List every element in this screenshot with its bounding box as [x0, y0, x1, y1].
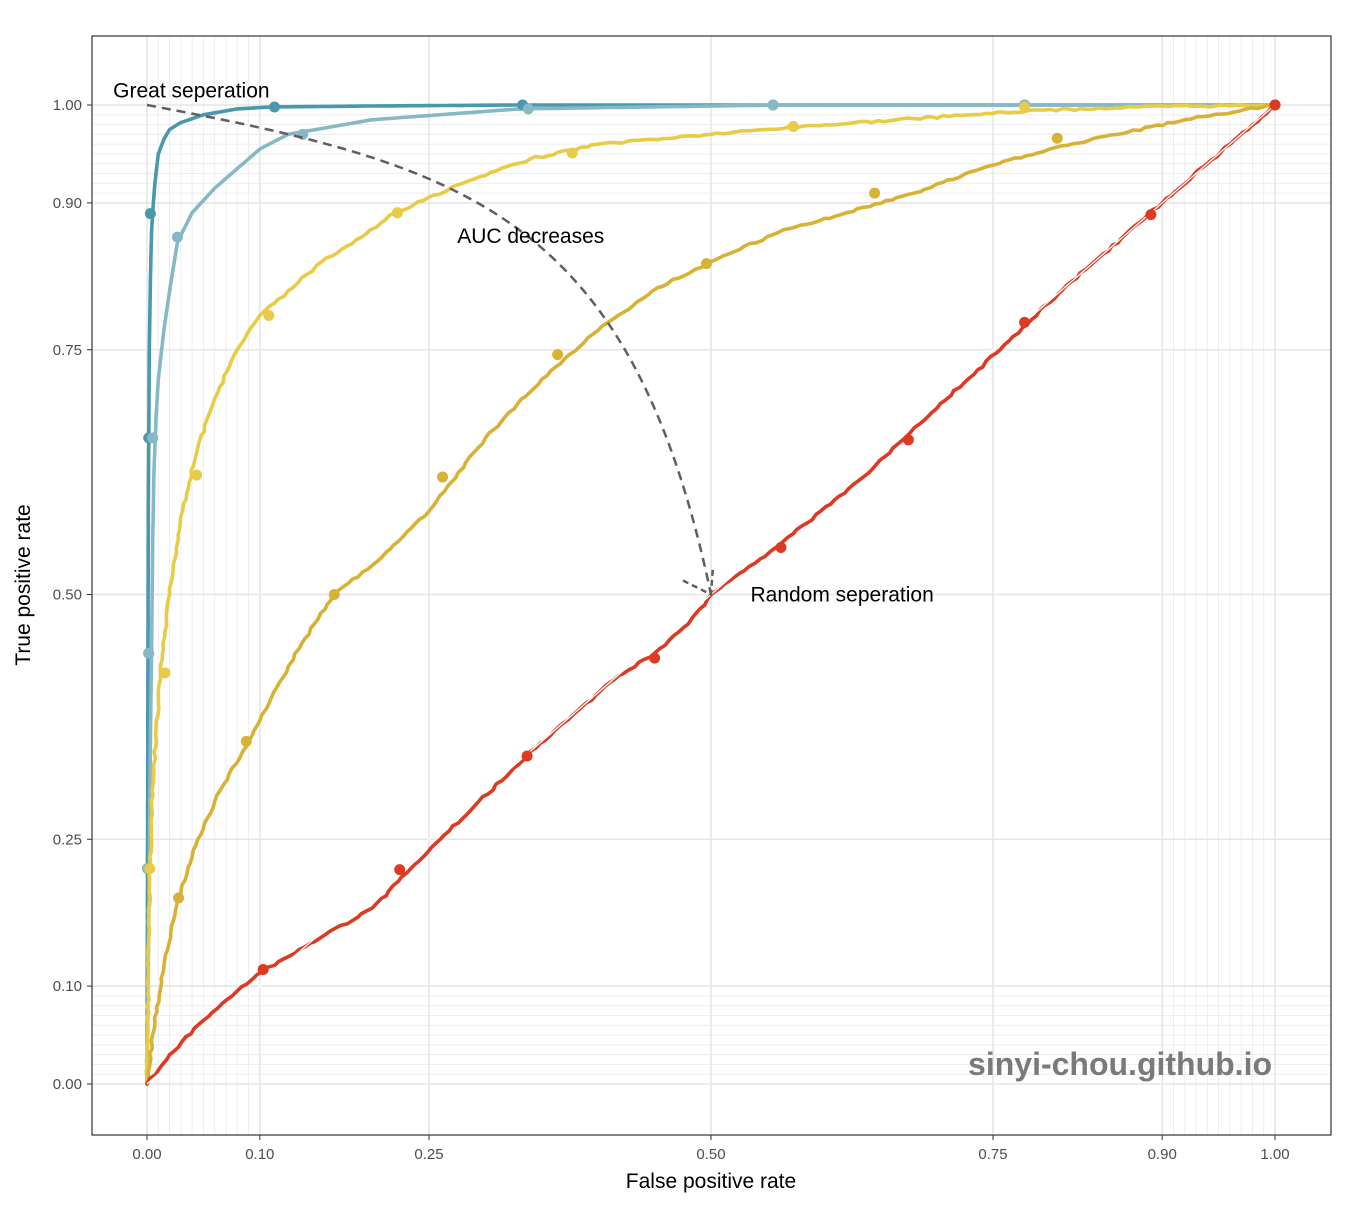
- series-point-2: [171, 231, 183, 243]
- series-point-4: [1051, 132, 1063, 144]
- series-point-5: [1145, 209, 1157, 221]
- series-point-3: [566, 147, 578, 159]
- x-tick-label: 0.10: [245, 1146, 274, 1163]
- x-tick-label: 1.00: [1260, 1146, 1289, 1163]
- series-point-2: [297, 128, 309, 140]
- x-tick-label: 0.00: [132, 1146, 161, 1163]
- y-tick-label: 0.50: [53, 587, 82, 604]
- annotation-great-separation: Great seperation: [113, 79, 269, 102]
- x-tick-label: 0.75: [978, 1146, 1007, 1163]
- y-axis-title: True positive rate: [12, 504, 35, 665]
- watermark: sinyi-chou.github.io: [968, 1046, 1272, 1082]
- series-point-3: [263, 309, 275, 321]
- x-tick-label: 0.90: [1148, 1146, 1177, 1163]
- arrow-head: [682, 566, 715, 597]
- series-point-5: [1269, 99, 1281, 111]
- series-point-5: [1019, 316, 1031, 328]
- x-tick-label: 0.25: [414, 1146, 443, 1163]
- series-point-3: [787, 121, 799, 133]
- series-point-4: [437, 471, 449, 483]
- series-point-3: [391, 207, 403, 219]
- series-point-5: [775, 542, 787, 554]
- series-point-5: [257, 963, 269, 975]
- series-point-1: [268, 101, 280, 113]
- series-point-5: [649, 652, 661, 664]
- y-tick-label: 0.00: [53, 1076, 82, 1093]
- series-point-5: [521, 750, 533, 762]
- series-line-4: [145, 103, 1277, 1086]
- series-line-3: [144, 102, 1277, 1086]
- series-point-5: [902, 434, 914, 446]
- y-tick-label: 0.25: [53, 831, 82, 848]
- y-tick-label: 1.00: [53, 97, 82, 114]
- series-point-2: [147, 432, 159, 444]
- panel-border: [91, 35, 1332, 1136]
- annotation-auc-decreases: AUC decreases: [457, 225, 604, 248]
- series-layer: [142, 99, 1281, 1086]
- series-point-5: [394, 864, 406, 876]
- series-point-4: [328, 589, 340, 600]
- series-point-4: [700, 258, 712, 270]
- x-axis-title: False positive rate: [626, 1170, 796, 1193]
- y-axis-ticks: 0.00 0.10 0.25 0.50 0.75 0.90 1.00: [53, 97, 92, 1093]
- y-tick-label: 0.75: [53, 342, 82, 359]
- x-tick-label: 0.50: [696, 1146, 725, 1163]
- series-line-2: [145, 103, 1277, 1086]
- auc-arrow: [146, 103, 715, 597]
- series-point-3: [144, 863, 156, 875]
- series-point-2: [522, 103, 534, 115]
- series-point-4: [173, 892, 185, 904]
- series-point-3: [191, 469, 203, 481]
- series-point-4: [240, 735, 252, 747]
- series-point-4: [869, 187, 881, 199]
- series-point-3: [159, 667, 171, 679]
- y-tick-label: 0.10: [53, 978, 82, 995]
- series-point-3: [1019, 101, 1031, 113]
- y-tick-label: 0.90: [53, 195, 82, 212]
- annotation-random-separation: Random seperation: [750, 584, 933, 607]
- series-point-4: [552, 349, 564, 361]
- x-axis-ticks: 0.00 0.10 0.25 0.50 0.75 0.90 1.00: [132, 1135, 1290, 1163]
- series-point-2: [143, 647, 155, 659]
- series-point-1: [144, 208, 156, 220]
- series-point-2: [767, 99, 779, 111]
- arrow-path: [146, 103, 713, 595]
